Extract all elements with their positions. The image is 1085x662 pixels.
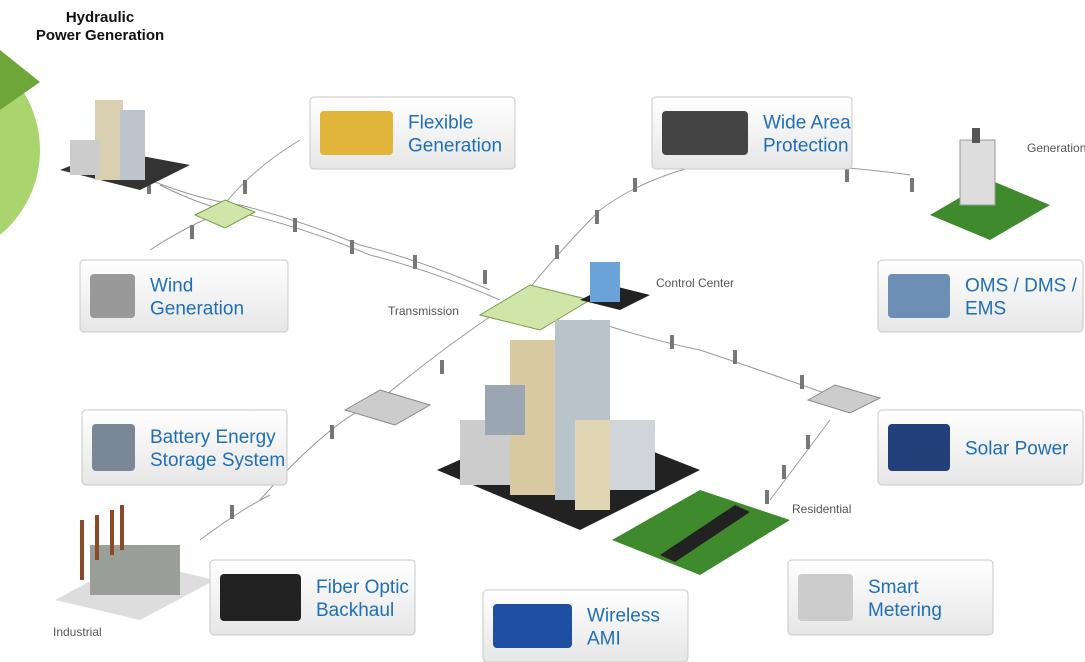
smart-grid-diagram: Hydraulic Power Generation (0, 0, 1085, 662)
card-label: AMI (587, 629, 621, 650)
place-label: Control Center (656, 276, 734, 290)
card-label: Metering (868, 600, 942, 621)
card-label: EMS (965, 299, 1006, 320)
industrial (55, 505, 215, 620)
city (437, 320, 700, 530)
card-icon (662, 111, 748, 155)
card-label: Generation (408, 136, 502, 157)
card-label: OMS / DMS / (965, 276, 1078, 297)
card-icon (220, 574, 301, 621)
card-label: Wind (150, 276, 193, 297)
card-icon (798, 574, 853, 621)
card-label: Wide Area (763, 113, 851, 134)
hydraulic-title-line-2: Power Generation (36, 27, 164, 44)
hydraulic-title-line-1: Hydraulic (66, 9, 134, 26)
card-label: Flexible (408, 113, 473, 134)
buildings-top-left (60, 100, 190, 190)
card-label: Storage System (150, 450, 285, 471)
card-label: Generation (150, 299, 244, 320)
control-center (580, 262, 650, 310)
card-label: Backhaul (316, 600, 394, 621)
card-icon (320, 111, 393, 155)
place-label: Residential (792, 502, 851, 516)
place-label: Transmission (388, 304, 459, 318)
card-label: Solar Power (965, 439, 1069, 460)
card-icon (493, 604, 572, 648)
card-label: Wireless (587, 606, 660, 627)
card-icon (90, 274, 135, 318)
card-label: Smart (868, 577, 919, 598)
card-label: Fiber Optic (316, 577, 409, 598)
card: OMS / DMS /EMS (878, 260, 1083, 332)
card-icon (888, 274, 950, 318)
card-label: Protection (763, 136, 849, 157)
place-label: Industrial (53, 625, 102, 639)
card-icon (888, 424, 950, 471)
place-label: Generation (1027, 141, 1085, 155)
card-icon (92, 424, 135, 471)
card-label: Battery Energy (150, 427, 276, 448)
residential (612, 490, 790, 575)
card: Solar Power (878, 410, 1083, 485)
